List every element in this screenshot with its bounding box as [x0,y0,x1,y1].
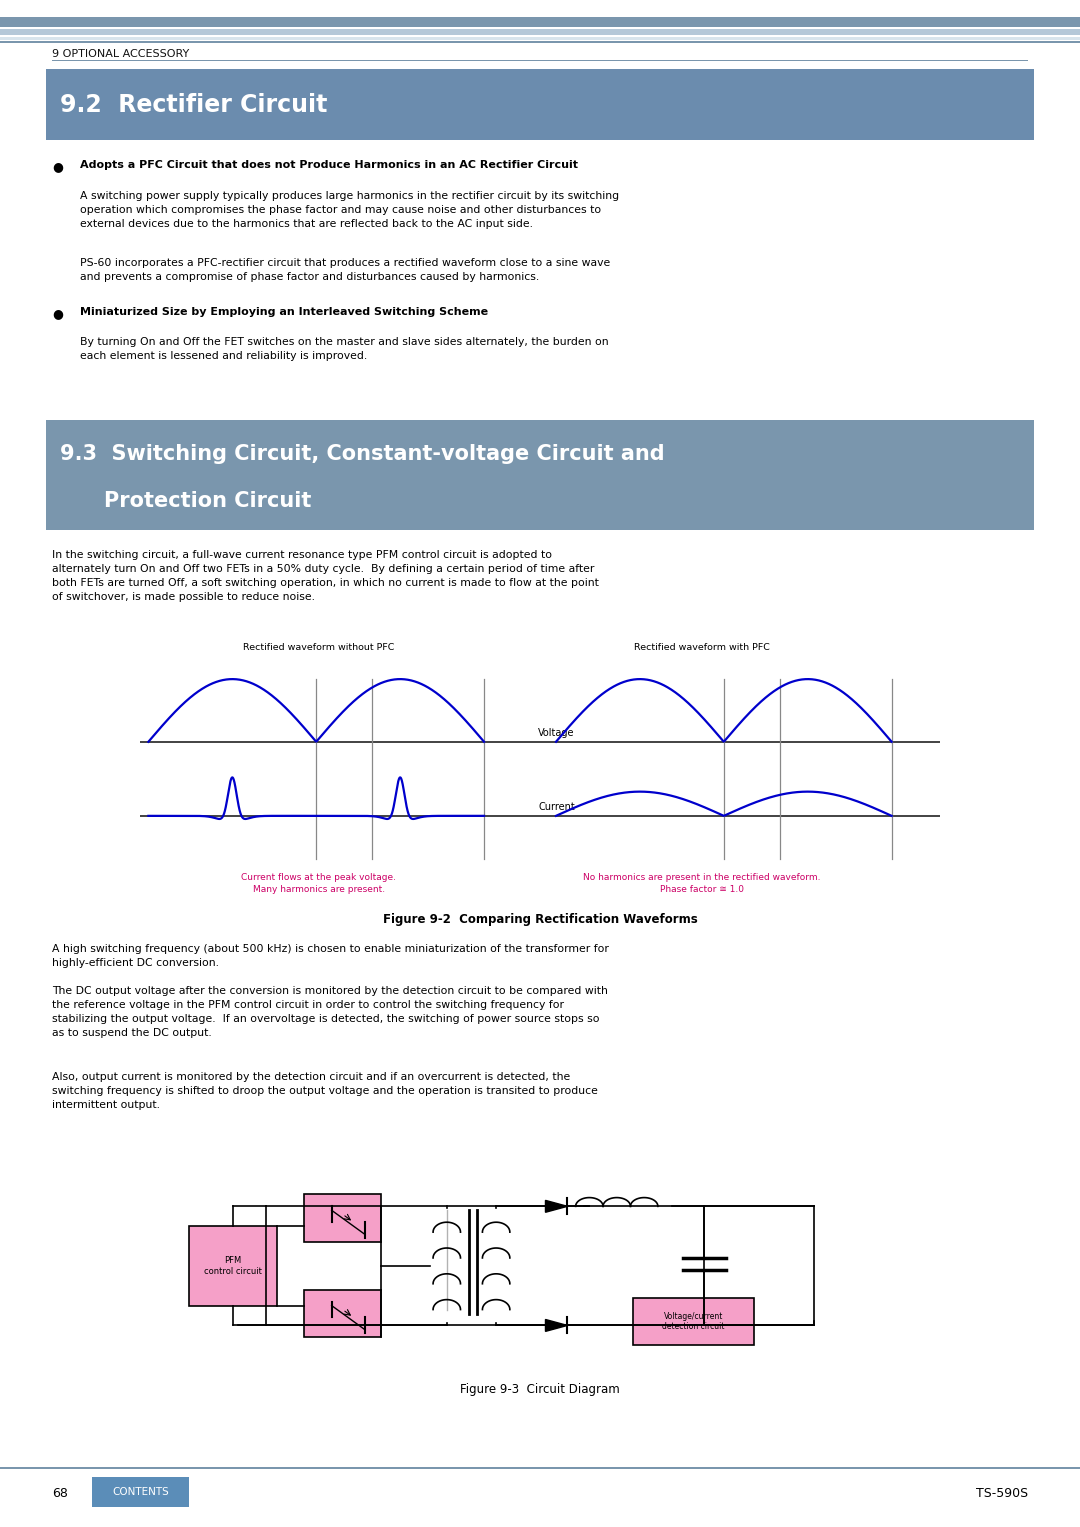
Text: No harmonics are present in the rectified waveform.
Phase factor ≅ 1.0: No harmonics are present in the rectifie… [583,873,821,893]
Bar [0,41,1080,43]
Bar [92,1477,189,1507]
Text: Figure 9-2  Comparing Rectification Waveforms: Figure 9-2 Comparing Rectification Wavef… [382,913,698,927]
Bar [46,69,1034,140]
Text: A switching power supply typically produces large harmonics in the rectifier cir: A switching power supply typically produ… [80,191,619,229]
Bar [305,1194,381,1241]
Text: PFM
control circuit: PFM control circuit [204,1257,261,1275]
Text: Voltage: Voltage [539,727,575,738]
Text: Current: Current [539,802,576,811]
Text: Miniaturized Size by Employing an Interleaved Switching Scheme: Miniaturized Size by Employing an Interl… [80,307,488,318]
Text: In the switching circuit, a full-wave current resonance type PFM control circuit: In the switching circuit, a full-wave cu… [52,550,598,602]
Text: Also, output current is monitored by the detection circuit and if an overcurrent: Also, output current is monitored by the… [52,1072,597,1110]
Bar [633,1298,754,1345]
Text: ●: ● [52,160,63,174]
Text: ●: ● [52,307,63,321]
Text: By turning On and Off the FET switches on the master and slave sides alternately: By turning On and Off the FET switches o… [80,337,608,362]
Text: PS-60 incorporates a PFC-rectifier circuit that produces a rectified waveform cl: PS-60 incorporates a PFC-rectifier circu… [80,258,610,282]
Text: Adopts a PFC Circuit that does not Produce Harmonics in an AC Rectifier Circuit: Adopts a PFC Circuit that does not Produ… [80,160,578,171]
Text: Current flows at the peak voltage.
Many harmonics are present.: Current flows at the peak voltage. Many … [241,873,396,893]
Text: Rectified waveform with PFC: Rectified waveform with PFC [634,643,770,652]
Text: CONTENTS: CONTENTS [112,1487,168,1496]
Bar [0,1466,1080,1469]
Bar [0,37,1080,40]
Text: Figure 9-3  Circuit Diagram: Figure 9-3 Circuit Diagram [460,1383,620,1397]
Text: The DC output voltage after the conversion is monitored by the detection circuit: The DC output voltage after the conversi… [52,986,608,1038]
Text: TS-590S: TS-590S [976,1487,1028,1500]
Polygon shape [545,1200,567,1212]
Text: 9.2  Rectifier Circuit: 9.2 Rectifier Circuit [60,93,328,116]
Bar [189,1226,276,1306]
Bar [52,60,1028,61]
Text: Protection Circuit: Protection Circuit [104,490,311,512]
Text: 9.3  Switching Circuit, Constant-voltage Circuit and: 9.3 Switching Circuit, Constant-voltage … [60,443,665,464]
Bar [0,17,1080,27]
Text: A high switching frequency (about 500 kHz) is chosen to enable miniaturization o: A high switching frequency (about 500 kH… [52,944,609,968]
Bar [0,29,1080,35]
Bar [305,1290,381,1338]
Text: Voltage/current
detection circuit: Voltage/current detection circuit [662,1312,725,1332]
Text: Rectified waveform without PFC: Rectified waveform without PFC [243,643,394,652]
Bar [46,420,1034,530]
Text: 9 OPTIONAL ACCESSORY: 9 OPTIONAL ACCESSORY [52,49,189,60]
Text: 68: 68 [52,1487,68,1500]
Polygon shape [545,1319,567,1332]
